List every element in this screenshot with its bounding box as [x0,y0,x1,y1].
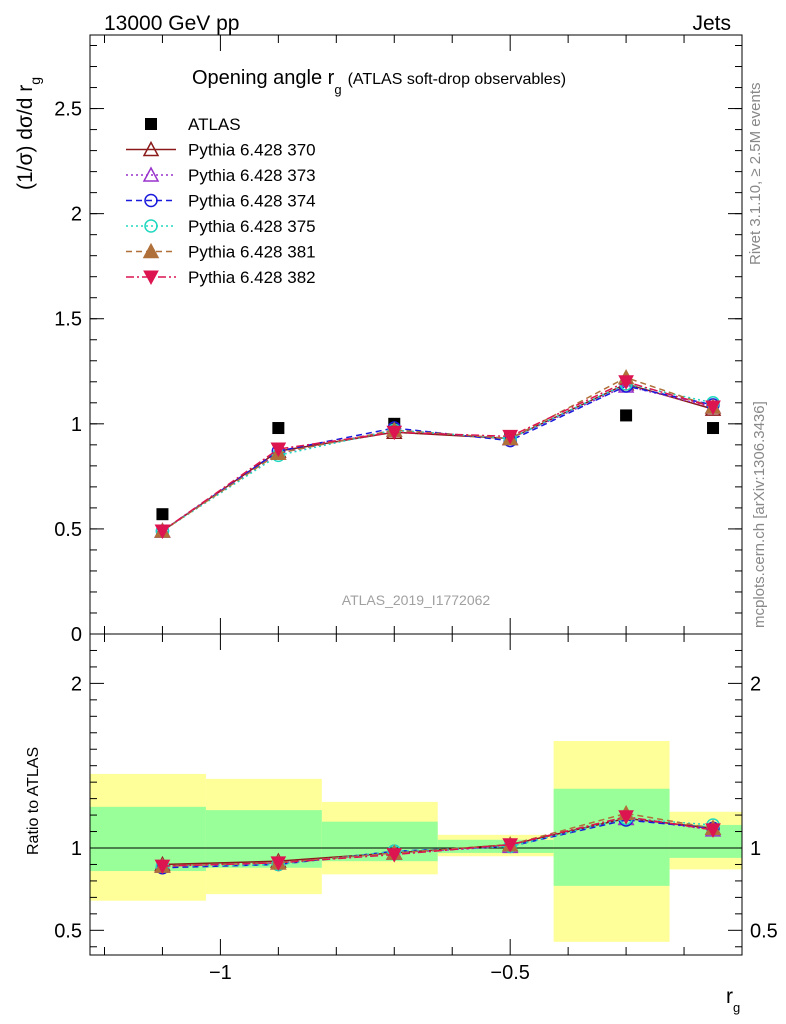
axes: 0 0.5 1 1.5 2 2.5 0.5 0.5 1 1 2 2 −1 −0.5 [54,34,778,984]
ratio-ytick-label-left: 0.5 [54,920,82,942]
legend-label-series-2: Pythia 6.428 373 [188,166,316,185]
mcplots-label: mcplots.cern.ch [arXiv:1306.3436] [751,401,768,628]
ratio-point-series-6 [705,823,721,838]
ratio-line-series-5 [162,812,714,867]
xtick-label: −1 [209,962,232,984]
main-point-series-0 [620,409,633,422]
ratio-point-series-6 [618,810,634,825]
ratio-series-lines [154,804,722,875]
main-ytick-label: 1 [71,414,82,436]
main-ytick-label: 2.5 [54,99,82,121]
main-line-series-1 [162,383,714,532]
main-point-series-6 [705,400,721,416]
xlabel-text: r [726,985,733,1008]
main-point-series-6 [386,425,403,441]
watermark: ATLAS_2019_I1772062 [342,592,491,608]
main-line-series-6 [162,380,714,532]
ratio-ytick-label-right: 0.5 [750,920,778,942]
ratio-band-green [553,788,670,886]
legend-label-series-0: ATLAS [188,115,241,134]
legend-label-series-6: Pythia 6.428 382 [188,268,316,287]
legend-marker-series-6 [143,270,159,286]
ratio-point-series-6 [270,856,287,871]
legend-label-series-3: Pythia 6.428 374 [188,192,316,211]
legend-label-series-1: Pythia 6.428 370 [188,141,316,160]
main-point-series-0 [707,422,720,435]
main-ytick-label: 0 [71,624,82,646]
ratio-point-series-6 [386,848,403,863]
ratio-bands [90,741,742,942]
main-line-series-4 [162,383,714,532]
main-ylabel: (1/σ) dσ/d rg [14,77,43,190]
legend-marker-series-3 [144,193,158,208]
legend-marker-series-1 [142,140,160,157]
main-title-text: Opening angle r [192,67,335,89]
main-series-lines [154,369,722,540]
main-ytick-label: 2 [71,204,82,226]
main-line-series-2 [162,385,714,532]
ratio-ytick-label-left: 1 [71,838,82,860]
main-ytick-label: 1.5 [54,309,82,331]
ratio-point-series-6 [502,838,519,853]
main-point-series-6 [618,375,634,390]
main-point-series-6 [270,442,287,458]
ratio-band-green [90,806,206,872]
main-ylabel-text: (1/σ) dσ/d r [14,85,37,190]
main-line-series-5 [162,376,714,532]
legend-label-series-5: Pythia 6.428 381 [188,243,316,262]
main-point-series-6 [502,429,519,445]
xlabel-sub: g [733,1000,740,1015]
ratio-point-series-6 [154,859,171,875]
main-title-tail: (ATLAS soft-drop observables) [348,71,566,88]
ratio-ytick-label-left: 2 [71,673,82,695]
ratio-band-green [669,824,742,858]
main-title: Opening angle rg (ATLAS soft-drop observa… [192,67,566,97]
ratio-ytick-label-right: 2 [750,673,761,695]
rivet-label: Rivet 3.1.10, ≥ 2.5M events [747,83,764,266]
legend-marker-series-0 [145,118,157,130]
ratio-ylabel: Ratio to ATLAS [25,747,42,855]
ratio-frame [89,633,743,956]
main-point-series-0 [156,508,169,521]
legend-marker-series-4 [144,219,158,233]
main-point-series-0 [272,422,285,435]
main-point-series-6 [154,524,171,540]
xtick-label: −0.5 [490,962,529,984]
legend-label-series-4: Pythia 6.428 375 [188,217,316,236]
header-right: Jets [692,12,731,35]
header-left: 13000 GeV pp [104,12,239,35]
ratio-band-green [205,810,322,868]
main-ylabel-sub: g [27,77,43,85]
legend-marker-series-2 [142,166,160,182]
main-ytick-label: 0.5 [54,519,82,541]
legend-marker-series-5 [142,242,160,259]
main-title-sub: g [334,82,341,97]
xlabel: rg [726,985,740,1015]
main-line-series-3 [162,385,714,532]
ratio-line-series-6 [162,815,714,867]
legend: ATLAS Pythia 6.428 370 Pythia 6.428 373 Pyt… [126,115,316,287]
ratio-band-green [321,821,438,862]
ratio-ytick-label-right: 1 [750,838,761,860]
